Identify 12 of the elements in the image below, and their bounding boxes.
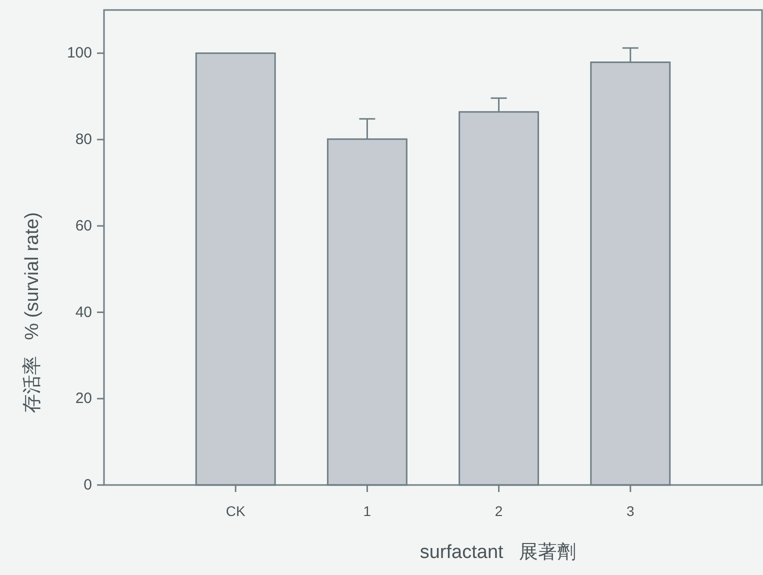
y-axis-title: 存活率 % (survial rate) xyxy=(21,212,43,413)
y-tick-label: 40 xyxy=(75,304,92,321)
y-tick-label: 0 xyxy=(84,476,92,494)
x-tick-label: 1 xyxy=(363,503,372,519)
y-tick-label: 20 xyxy=(75,390,92,408)
y-tick-label: 80 xyxy=(75,131,92,148)
x-tick-label: 2 xyxy=(494,503,503,519)
x-axis-title: surfactant 展著劑 xyxy=(420,542,576,563)
x-tick-label: CK xyxy=(226,503,246,519)
y-tick-label: 100 xyxy=(66,44,92,62)
x-tick-label: 3 xyxy=(626,503,634,519)
y-tick-label: 60 xyxy=(75,217,92,234)
